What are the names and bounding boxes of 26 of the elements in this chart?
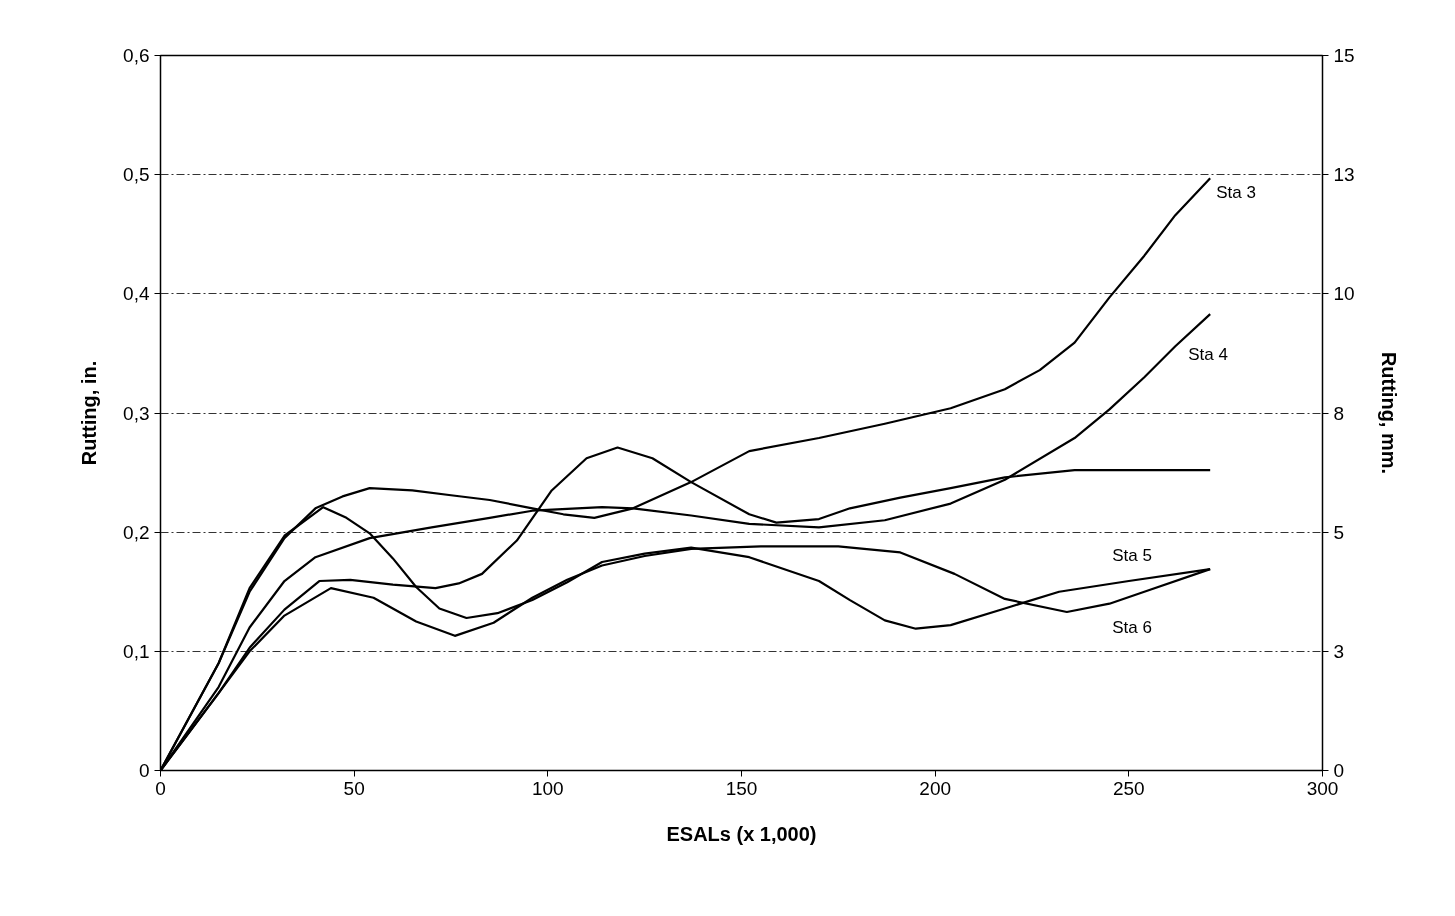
x-tick-label: 250 [1112, 777, 1145, 799]
y2-tick-label: 8 [1333, 402, 1345, 424]
y2-tick-label: 3 [1333, 640, 1345, 662]
y-tick-label: 0,4 [123, 283, 150, 305]
y-tick-label: 0,2 [123, 521, 150, 543]
x-tick-label: 150 [725, 777, 758, 799]
x-tick-label: 50 [343, 777, 365, 799]
y2-tick-label: 5 [1333, 521, 1345, 543]
y-axis-title: Rutting, in. [78, 360, 101, 466]
x-tick-label: 100 [531, 777, 564, 799]
x-tick-label: 0 [155, 777, 166, 799]
y-tick-label: 0,5 [123, 164, 150, 186]
y-tick-label: 0 [138, 760, 150, 781]
series-label: Sta 6 [1112, 617, 1152, 637]
x-tick-label: 200 [919, 777, 952, 799]
y-tick-label: 0,3 [123, 402, 150, 424]
x-axis-title: ESALs (x 1,000) [666, 822, 817, 845]
y2-axis-title: Rutting, mm. [1377, 351, 1400, 475]
y2-tick-label: 13 [1333, 164, 1355, 186]
series-label: Sta 5 [1112, 545, 1152, 565]
y-tick-label: 0,1 [123, 640, 150, 662]
series-label: Sta 4 [1188, 344, 1228, 364]
y2-tick-label: 10 [1333, 283, 1355, 305]
series-label: Sta 3 [1216, 182, 1256, 202]
y2-tick-label: 15 [1333, 45, 1355, 66]
y-tick-label: 0,6 [123, 45, 150, 66]
